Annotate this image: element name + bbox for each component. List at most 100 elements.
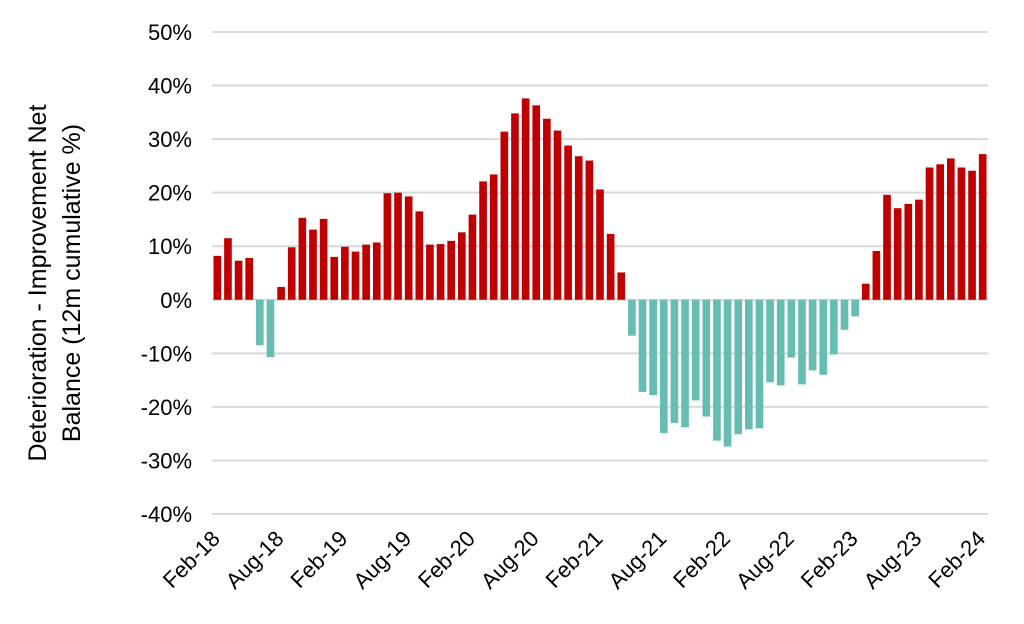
y-axis-ticks: 50% 40% 30% 20% 10% 0% -10% -20% -30% -40% [141,20,192,527]
x-tick-label: Aug-22 [731,526,799,594]
bar-May-20 [500,131,509,300]
x-tick-label: Feb-24 [923,526,990,593]
bar-Sep-21 [670,299,679,423]
bar-Nov-19 [436,244,445,300]
bar-Dec-22 [830,299,838,355]
bar-Jan-23 [840,299,849,330]
bar-Apr-22 [744,299,753,430]
bar-Jun-19 [383,193,392,300]
bar-Jul-21 [649,299,657,396]
bar-Nov-20 [564,145,572,300]
bar-Apr-18 [234,260,243,300]
x-axis-ticks: Feb-18Aug-18Feb-19Aug-19Feb-20Aug-20Feb-… [158,526,990,594]
y-tick-label: 40% [148,74,192,99]
y-tick-label: 10% [148,234,192,259]
bar-Apr-20 [489,174,498,300]
bar-Nov-18 [309,229,317,300]
x-tick-label: Feb-20 [413,526,480,593]
bar-Apr-19 [362,244,370,300]
bar-Sep-22 [798,299,806,385]
x-tick-label: Aug-23 [859,526,927,594]
bar-Jun-18 [256,299,264,346]
x-tick-label: Feb-18 [158,526,225,593]
bar-May-19 [372,242,381,300]
bar-Aug-22 [787,299,796,358]
y-tick-label: 20% [148,181,192,206]
x-tick-label: Feb-22 [668,526,735,593]
bar-Nov-21 [691,299,700,401]
y-tick-label: 50% [148,20,192,45]
bar-Aug-23 [915,199,923,300]
bar-Mar-19 [351,251,360,300]
y-axis-title-line-2: Balance (12m cumulative %) [58,124,86,442]
bar-Jun-20 [511,113,519,300]
bar-Nov-22 [819,299,828,375]
bar-Dec-18 [319,218,328,300]
bar-Feb-22 [723,299,732,447]
bar-Jul-18 [266,299,275,358]
y-tick-label: 0% [160,288,192,313]
bar-Oct-20 [553,130,562,300]
y-tick-label: -30% [141,448,192,473]
bar-Oct-21 [681,299,689,428]
bar-Dec-20 [574,156,583,300]
bar-Dec-23 [957,167,966,300]
x-tick-label: Aug-18 [221,526,289,594]
bar-May-23 [883,194,891,300]
bar-Mar-21 [606,233,615,300]
bar-Jan-24 [968,170,976,300]
bar-Jul-19 [394,192,402,300]
bar-Feb-21 [596,189,604,300]
x-tick-label: Aug-21 [603,526,671,594]
bar-Sep-20 [543,118,551,300]
bar-Jan-22 [713,299,721,441]
bar-Jul-20 [521,98,530,300]
bars [213,98,987,447]
bar-Feb-24 [978,154,987,300]
bar-Aug-18 [277,286,285,300]
bar-Oct-18 [298,217,307,300]
bar-Jun-23 [893,208,902,300]
bar-Aug-20 [532,105,541,300]
bar-Jan-21 [585,160,594,300]
bar-Sep-19 [415,211,424,300]
y-tick-label: -20% [141,395,192,420]
bar-Sep-23 [925,167,934,300]
bar-Sep-18 [287,247,296,300]
bar-Jun-22 [766,299,774,383]
bar-Jul-23 [904,203,913,300]
bar-Oct-19 [426,244,434,300]
x-tick-label: Aug-19 [348,526,416,594]
bar-Jan-19 [330,256,339,300]
bar-May-21 [628,299,636,336]
y-tick-label: -10% [141,341,192,366]
y-tick-label: 30% [148,127,192,152]
bar-Apr-23 [872,251,881,300]
bar-Mar-22 [734,299,743,435]
bar-Dec-19 [447,240,456,300]
x-tick-label: Feb-19 [285,526,352,593]
bar-Mar-23 [861,283,870,300]
bar-Feb-23 [851,299,859,317]
bar-Feb-19 [341,246,349,300]
bar-Jun-21 [638,299,647,392]
bar-Feb-18 [213,255,222,300]
x-tick-label: Aug-20 [476,526,544,594]
bar-Dec-21 [702,299,711,417]
bar-Apr-21 [617,272,626,300]
bar-Feb-20 [468,214,477,300]
bar-Aug-21 [659,299,668,434]
y-axis-title-line-1: Deterioration - Improvement Net [24,104,52,461]
x-tick-label: Feb-21 [541,526,608,593]
bar-Aug-19 [404,196,413,300]
bar-Mar-20 [479,181,487,300]
bar-May-22 [755,299,764,429]
x-tick-label: Feb-23 [796,526,863,593]
bar-Oct-22 [808,299,817,371]
bar-Oct-23 [936,164,944,300]
bar-Mar-18 [224,238,232,300]
bar-Nov-23 [946,158,955,300]
bar-May-18 [245,258,254,300]
